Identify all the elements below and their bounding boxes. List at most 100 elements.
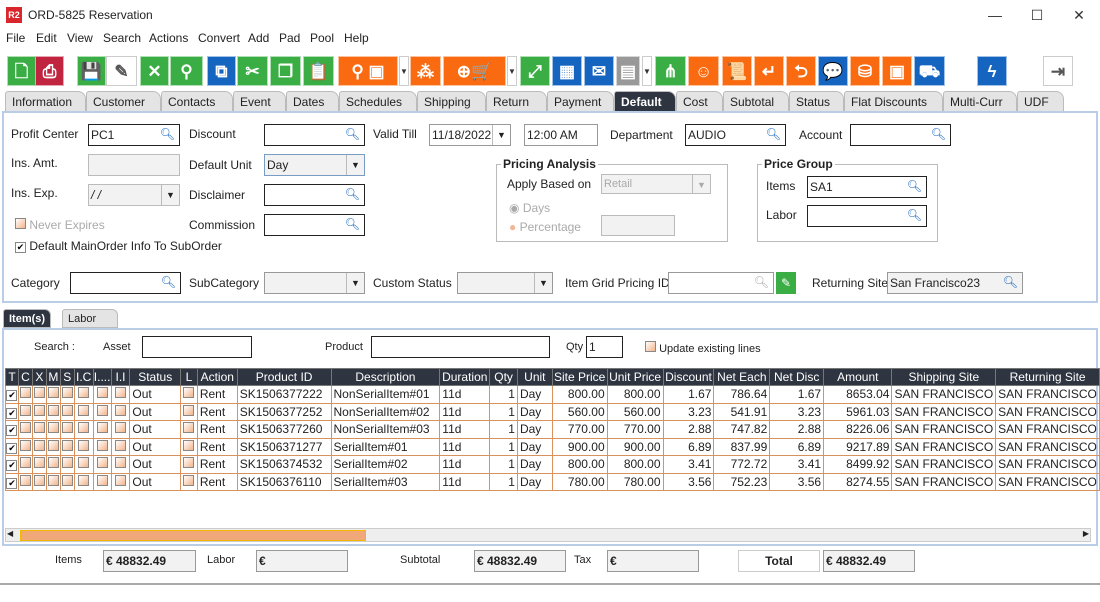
menu-add[interactable]: Add	[248, 31, 270, 45]
row-flag-checkbox[interactable]: ✔	[5, 437, 19, 456]
scrollbar-thumb[interactable]	[20, 530, 366, 541]
copy-button[interactable]: ❐	[270, 56, 301, 86]
save-button[interactable]: 💾	[77, 56, 106, 86]
coins-button[interactable]: ⛁	[850, 56, 880, 86]
column-header-amount[interactable]: Amount	[823, 368, 893, 386]
search-icon[interactable]: 🔍︎	[160, 275, 176, 289]
table-row[interactable]: ✔ Out Rent SK1506377260 NonSerialItem#03 11d 1…	[5, 420, 1100, 439]
account-field[interactable]: 🔍︎	[850, 124, 951, 146]
search-icon[interactable]: 🔍︎	[753, 275, 769, 289]
lock-checkbox[interactable]	[179, 385, 198, 404]
calendar-button[interactable]: ▤	[616, 56, 640, 86]
row-flag-checkbox[interactable]	[31, 385, 47, 404]
tab-return[interactable]: Return	[486, 91, 547, 111]
subtab-labor[interactable]: Labor	[62, 309, 118, 328]
row-flag-checkbox[interactable]	[17, 437, 33, 456]
update-existing-lines-checkbox[interactable]: Update existing lines	[645, 341, 761, 355]
new-document-button[interactable]: 🗋	[7, 56, 36, 86]
row-flag-checkbox[interactable]: ✔	[5, 402, 19, 421]
default-main-order-checkbox[interactable]: ✔ Default MainOrder Info To SubOrder	[15, 239, 222, 253]
row-flag-checkbox[interactable]	[17, 385, 33, 404]
row-flag-checkbox[interactable]	[110, 437, 131, 456]
valid-till-date[interactable]: 11/18/2022 ▼	[429, 124, 511, 146]
row-flag-checkbox[interactable]	[45, 420, 61, 439]
row-flag-checkbox[interactable]	[73, 472, 94, 491]
column-header-i[interactable]: I....	[92, 368, 112, 386]
column-header-m[interactable]: M	[45, 368, 61, 386]
row-flag-checkbox[interactable]	[59, 402, 75, 421]
search-button[interactable]: ⚲	[170, 56, 203, 86]
column-header-discount[interactable]: Discount	[662, 368, 715, 386]
chevron-down-icon[interactable]: ▼	[161, 185, 179, 205]
subcategory-select[interactable]: ▼	[264, 272, 365, 294]
kit-button[interactable]: ⁂	[410, 56, 441, 86]
menu-edit[interactable]: Edit	[36, 31, 57, 45]
tab-cost[interactable]: Cost	[676, 91, 723, 111]
row-flag-checkbox[interactable]	[17, 420, 33, 439]
row-flag-checkbox[interactable]	[110, 385, 131, 404]
row-flag-checkbox[interactable]	[73, 455, 94, 474]
row-flag-checkbox[interactable]	[110, 455, 131, 474]
column-header-i-c[interactable]: I.C	[73, 368, 94, 386]
tab-event[interactable]: Event	[233, 91, 286, 111]
price-group-items-field[interactable]: SA1 🔍︎	[807, 176, 927, 198]
search-icon[interactable]: 🔍︎	[906, 179, 922, 193]
percentage-field[interactable]	[601, 215, 675, 236]
tab-information[interactable]: Information	[5, 91, 86, 111]
column-header-description[interactable]: Description	[330, 368, 441, 386]
menu-help[interactable]: Help	[344, 31, 369, 45]
search-icon[interactable]: 🔍︎	[1002, 275, 1018, 289]
never-expires-checkbox[interactable]: Never Expires	[15, 218, 105, 232]
tab-flat-discounts[interactable]: Flat Discounts	[844, 91, 943, 111]
row-flag-checkbox[interactable]	[59, 455, 75, 474]
search-product-button[interactable]: ⚲ ▣	[338, 56, 398, 86]
row-flag-checkbox[interactable]	[31, 402, 47, 421]
row-flag-checkbox[interactable]	[45, 455, 61, 474]
search-icon[interactable]: 🔍︎	[906, 208, 922, 222]
custom-status-select[interactable]: ▼	[457, 272, 553, 294]
menu-file[interactable]: File	[6, 31, 26, 45]
package-return-button[interactable]: ⮌	[786, 56, 816, 86]
profit-center-field[interactable]: PC1 🔍︎	[88, 124, 180, 146]
menu-search[interactable]: Search	[103, 31, 142, 45]
row-flag-checkbox[interactable]	[17, 402, 33, 421]
search-icon[interactable]: 🔍︎	[159, 127, 175, 141]
table-row[interactable]: ✔ Out Rent SK1506371277 SerialItem#01 11d 1 Day…	[5, 437, 1100, 456]
column-header-l[interactable]: L	[179, 368, 198, 386]
search-icon[interactable]: 🔍︎	[344, 187, 360, 201]
maximize-button[interactable]: ☐	[1030, 7, 1044, 23]
default-unit-select[interactable]: Day ▼	[264, 154, 365, 176]
paste-button[interactable]: 📋	[303, 56, 334, 86]
row-flag-checkbox[interactable]	[110, 472, 131, 491]
ins-amt-field[interactable]	[88, 154, 180, 176]
dropdown-arrow-icon[interactable]: ▼	[642, 56, 652, 86]
qty-input[interactable]: 1	[586, 336, 623, 358]
column-header-net-each[interactable]: Net Each	[713, 368, 771, 386]
lock-checkbox[interactable]	[179, 402, 198, 421]
asset-search-input[interactable]	[142, 336, 252, 358]
delete-button[interactable]: ✕	[140, 56, 169, 86]
lock-checkbox[interactable]	[179, 437, 198, 456]
row-flag-checkbox[interactable]	[73, 385, 94, 404]
tab-status[interactable]: Status	[789, 91, 844, 111]
tab-shipping[interactable]: Shipping	[417, 91, 486, 111]
row-flag-checkbox[interactable]	[92, 472, 112, 491]
search-icon[interactable]: 🔍︎	[344, 127, 360, 141]
tab-default[interactable]: Default	[614, 91, 676, 111]
row-flag-checkbox[interactable]	[59, 420, 75, 439]
commission-field[interactable]: 🔍︎	[264, 214, 365, 236]
row-flag-checkbox[interactable]	[73, 402, 94, 421]
lock-checkbox[interactable]	[179, 455, 198, 474]
table-row[interactable]: ✔ Out Rent SK1506374532 SerialItem#02 11d 1 Day…	[5, 455, 1100, 474]
copy-order-button[interactable]: ⧉	[207, 56, 236, 86]
column-header-i-i[interactable]: I.I	[110, 368, 131, 386]
disclaimer-field[interactable]: 🔍︎	[264, 184, 365, 206]
column-header-duration[interactable]: Duration	[439, 368, 491, 386]
row-flag-checkbox[interactable]	[17, 472, 33, 491]
tab-udf[interactable]: UDF	[1017, 91, 1064, 111]
row-flag-checkbox[interactable]	[110, 402, 131, 421]
row-flag-checkbox[interactable]	[45, 385, 61, 404]
row-flag-checkbox[interactable]	[59, 385, 75, 404]
lock-checkbox[interactable]	[179, 472, 198, 491]
returning-site-field[interactable]: San Francisco23 🔍︎	[887, 272, 1023, 294]
